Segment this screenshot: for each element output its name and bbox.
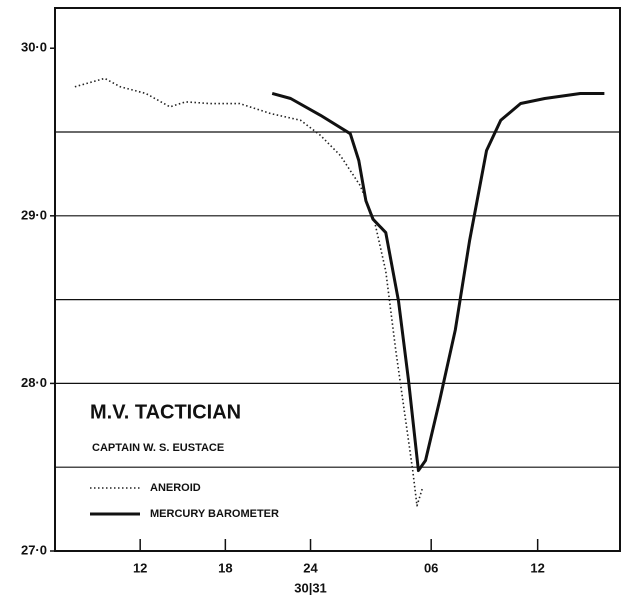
x-tick-label: 06 [424, 560, 438, 575]
legend-label: ANEROID [150, 482, 201, 494]
x-tick-label: 24 [303, 560, 318, 575]
date-annotation: 30|31 [294, 580, 327, 595]
legend-label: MERCURY BAROMETER [150, 508, 279, 520]
x-tick-label: 12 [530, 560, 544, 575]
plot-frame [54, 7, 621, 552]
series-line [74, 77, 424, 507]
y-tick-label: 27·0 [21, 542, 47, 557]
series-line [271, 91, 605, 473]
x-tick-label: 18 [218, 560, 232, 575]
y-tick-label: 30·0 [21, 40, 47, 55]
legend-title: M.V. TACTICIAN [90, 401, 241, 423]
legend-subtitle: CAPTAIN W. S. EUSTACE [92, 442, 224, 454]
y-tick-label: 28·0 [21, 375, 47, 390]
y-tick-label: 29·0 [21, 207, 47, 222]
x-tick-label: 12 [133, 560, 147, 575]
